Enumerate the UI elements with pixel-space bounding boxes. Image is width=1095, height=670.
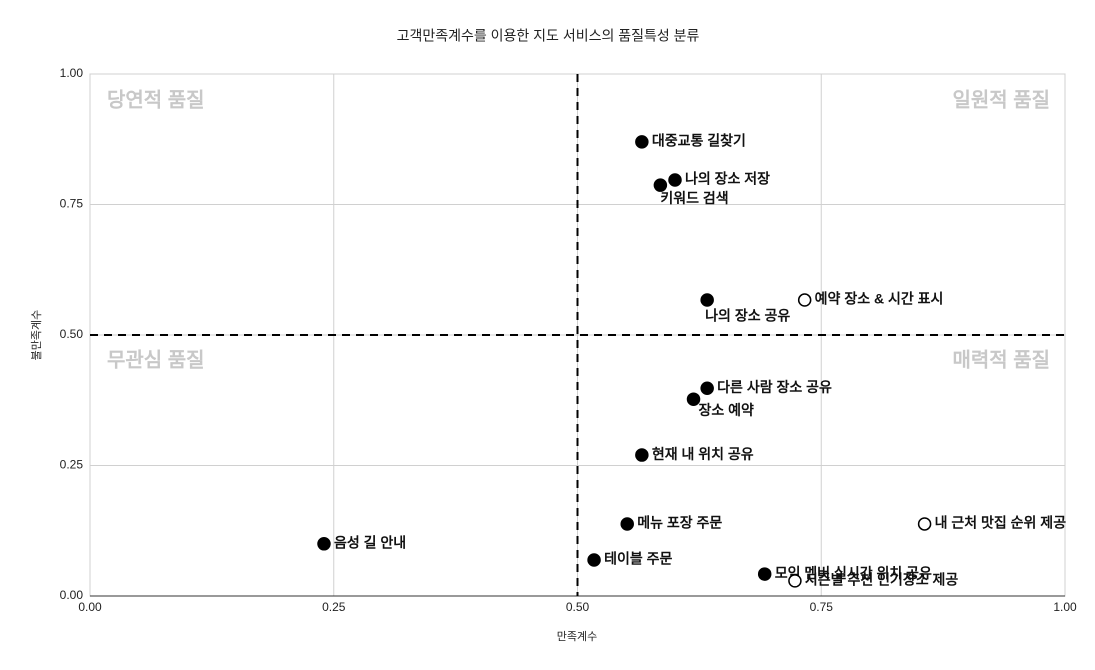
point-label: 다른 사람 장소 공유 [717,379,832,395]
point-label: 모임 멤버 실시간 위치 공유 [775,565,932,581]
point-label: 테이블 주문 [604,551,672,567]
point-label: 장소 예약 [699,402,755,418]
point-label: 대중교통 길찾기 [652,133,746,149]
point [653,178,668,192]
point [700,293,714,307]
point [700,381,714,395]
y-tick-label: 0.00 [60,588,84,602]
quadrant-label: 매력적 품질 [952,348,1050,371]
point [788,574,802,588]
y-axis-label: 불만족계수 [30,310,43,361]
x-axis-label: 만족계수 [557,630,597,643]
point [620,517,634,531]
x-tick-label: 0.50 [566,600,590,614]
point-label: 나의 장소 저장 [685,171,770,187]
point-label: 예약 장소 & 시간 표시 [815,291,944,307]
y-tick-label: 0.75 [60,197,84,211]
x-tick-label: 1.00 [1053,600,1077,614]
y-tick-label: 1.00 [60,66,84,80]
point [317,537,331,551]
y-tick-label: 0.25 [60,458,84,472]
y-tick-label: 0.50 [60,327,84,341]
point [587,553,601,567]
point [917,517,932,531]
quadrant-label: 무관심 품질 [107,348,205,371]
point-label: 현재 내 위치 공유 [652,446,754,462]
quadrant-label: 일원적 품질 [952,88,1050,111]
quadrant-label: 당연적 품질 [107,88,205,111]
x-tick-label: 0.75 [810,600,834,614]
point-label: 내 근처 맛집 순위 제공 [935,515,1067,531]
point [635,135,649,149]
x-tick-label: 0.25 [322,600,346,614]
point [668,173,682,187]
point-label: 메뉴 포장 주문 [637,515,722,531]
x-tick-label: 0.00 [78,600,102,614]
point [757,567,772,581]
point-label: 음성 길 안내 [334,535,406,551]
chart-title: 고객만족계수를 이용한 지도 서비스의 품질특성 분류 [397,28,700,44]
point [635,448,649,462]
point [686,392,701,406]
point-label: 키워드 검색 [660,190,728,206]
point-label: 시즌별 추천 인기장소 제공 [805,572,958,588]
point [797,293,812,307]
point-label: 나의 장소 공유 [705,308,790,324]
